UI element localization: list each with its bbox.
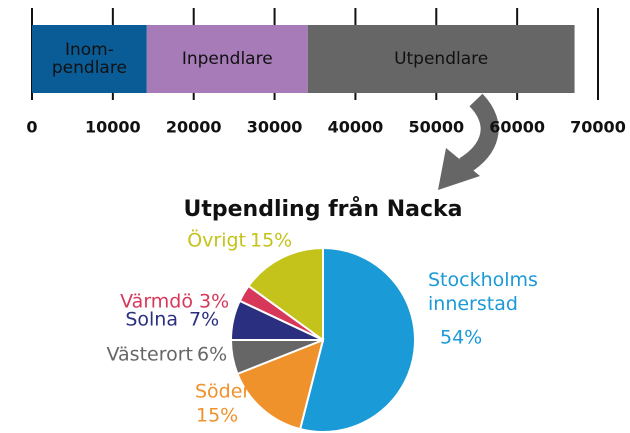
- x-tick-label: 20000: [166, 118, 222, 137]
- x-tick-label: 10000: [85, 118, 141, 137]
- pie-slice: [247, 246, 324, 342]
- slice-value-label: 54%: [440, 327, 482, 349]
- pie-title: Utpendling från Nacka: [184, 196, 463, 222]
- slice-value-label: 15%: [196, 405, 238, 427]
- segment-label: Inpendlare: [182, 49, 273, 69]
- slice-value-label: 3%: [199, 291, 229, 313]
- arrow-head: [438, 148, 480, 190]
- slice-label: Övrigt: [187, 229, 246, 252]
- slice-value-label: 15%: [250, 230, 292, 252]
- x-tick-label: 0: [26, 118, 37, 137]
- segment-label: Inom-pendlare: [52, 40, 127, 78]
- arrow: [458, 93, 499, 174]
- slice-label: Söderort: [195, 381, 277, 403]
- slice-value-label: 7%: [189, 309, 219, 331]
- slice-label: Solna: [125, 309, 178, 331]
- x-tick-label: 70000: [570, 118, 626, 137]
- slice-label: Värmdö: [120, 291, 193, 313]
- segment-label: Utpendlare: [394, 49, 488, 69]
- bar-segment: [146, 25, 308, 93]
- x-tick-label: 40000: [328, 118, 384, 137]
- slice-value-label: 6%: [197, 344, 227, 366]
- x-tick-label: 50000: [408, 118, 464, 137]
- slice-label: Västerort: [107, 344, 193, 366]
- x-tick-label: 60000: [489, 118, 545, 137]
- x-tick-label: 30000: [247, 118, 303, 137]
- slice-label: Stockholms innerstad: [428, 269, 538, 315]
- pie-slice: [298, 246, 416, 433]
- bar-segment: [32, 25, 147, 93]
- pie-slice: [236, 338, 325, 431]
- bar-segment: [307, 25, 575, 93]
